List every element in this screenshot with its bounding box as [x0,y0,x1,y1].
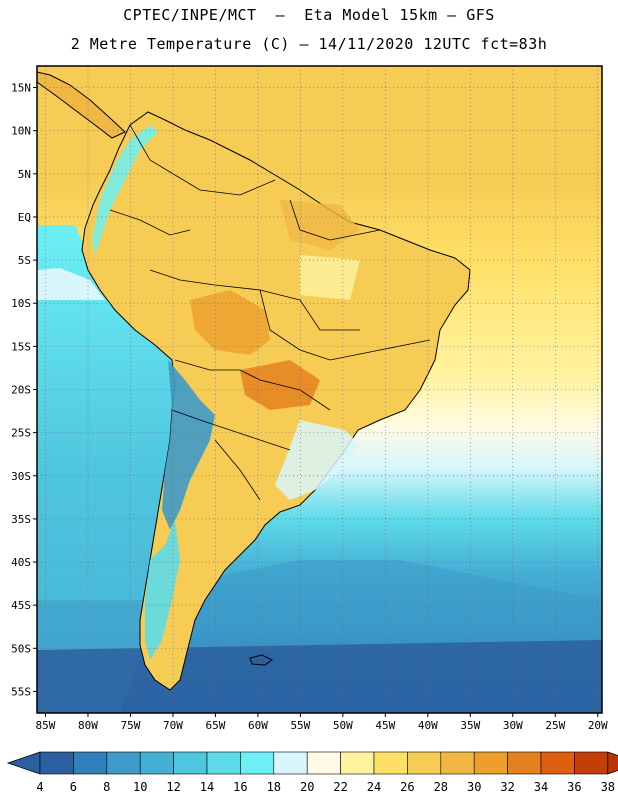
colorbar-low-arrow [6,751,41,775]
lat-label: 15S [11,340,31,353]
lat-label: 40S [11,556,31,569]
colorbar-high-arrow [607,751,618,775]
colorbar-swatch [306,751,341,775]
colorbar-swatch [574,751,609,775]
lat-label: 20S [11,384,31,397]
map-frame [36,65,603,714]
colorbar-label: 30 [467,780,481,794]
lon-label: 75W [121,719,141,732]
southern-ocean-cold [37,640,602,713]
lat-label: EQ [18,211,31,224]
colorbar-label: 18 [267,780,281,794]
lat-label: 30S [11,470,31,483]
lon-label: 60W [248,719,268,732]
colorbar-label: 6 [70,780,77,794]
map-subtitle: 2 Metre Temperature (C) – 14/11/2020 12U… [70,35,548,53]
latitude-labels: 15N 10N 5N EQ 5S 10S 15S 20S 25S 30S 35S 40S 45S 50S 5… [11,82,31,699]
andes-south-cool [162,360,215,530]
lat-label: 5S [18,254,31,267]
lat-label: 10N [11,125,31,138]
lat-label: 15N [11,82,31,95]
colorbar-label: 22 [333,780,347,794]
colorbar-label: 28 [434,780,448,794]
andes-north-cool [92,125,158,255]
colorbar-label: 36 [567,780,581,794]
colorbar-swatch [106,751,141,775]
colorbar-label: 16 [233,780,247,794]
colorbar-label: 20 [300,780,314,794]
lat-label: 35S [11,513,31,526]
lon-label: 30W [503,719,523,732]
lat-label: 45S [11,599,31,612]
longitude-labels: 85W 80W 75W 70W 65W 60W 55W 50W 45W 40W 35W 30W 25W 2… [36,719,609,732]
colorbar-label: 32 [500,780,514,794]
pacific-warm-band [37,268,105,300]
lat-label: 55S [11,685,31,698]
lat-label: 10S [11,297,31,310]
cool-region-southern-brazil [275,420,360,500]
colorbar-swatch [507,751,542,775]
colorbar-swatch [39,751,74,775]
lat-label: 25S [11,427,31,440]
lat-label: 5N [18,168,31,181]
colorbar-swatch [173,751,208,775]
lon-label: 25W [545,719,565,732]
lat-label: 50S [11,642,31,655]
falkland-islands [249,654,273,666]
colorbar-swatch [407,751,442,775]
lon-label: 85W [36,719,56,732]
colorbar-swatch [373,751,408,775]
country-borders [109,124,431,501]
colorbar-swatch [340,751,375,775]
colorbar-swatch [473,751,508,775]
colorbar-swatch [273,751,308,775]
colorbar-swatch [73,751,108,775]
colorbar-label: 34 [534,780,548,794]
colorbar-swatch [540,751,575,775]
colorbar-label: 24 [367,780,381,794]
colorbar-label: 14 [200,780,214,794]
warm-region-amazon [280,200,360,250]
pacific-ocean-field [37,225,175,713]
colorbar-label: 26 [400,780,414,794]
lon-label: 50W [333,719,353,732]
lon-label: 35W [460,719,480,732]
lon-label: 45W [375,719,395,732]
lon-label: 65W [205,719,225,732]
lon-label: 55W [290,719,310,732]
central-america-land [37,71,126,139]
colorbar-label: 12 [166,780,180,794]
colorbar-label: 8 [103,780,110,794]
colorbar-label: 10 [133,780,147,794]
lon-label: 40W [418,719,438,732]
lon-label: 70W [163,719,183,732]
patagonia-andes-cool [145,520,180,660]
colorbar-swatch [139,751,174,775]
map-field [37,66,602,713]
map-title: CPTEC/INPE/MCT – Eta Model 15km – GFS [123,6,495,24]
colorbar-swatch [240,751,275,775]
colorbar-label: 38 [601,780,615,794]
colorbar-label: 4 [36,780,43,794]
lon-label: 80W [78,719,98,732]
temperature-colorbar: 4 6 8 10 12 14 16 18 20 22 24 26 28 30 32 34 36 38 [6,751,618,794]
colorbar-swatch [206,751,241,775]
lon-label: 20W [588,719,608,732]
warm-region-bolivia [190,290,270,355]
mild-region-amazon [300,255,360,300]
colorbar-swatch [440,751,475,775]
